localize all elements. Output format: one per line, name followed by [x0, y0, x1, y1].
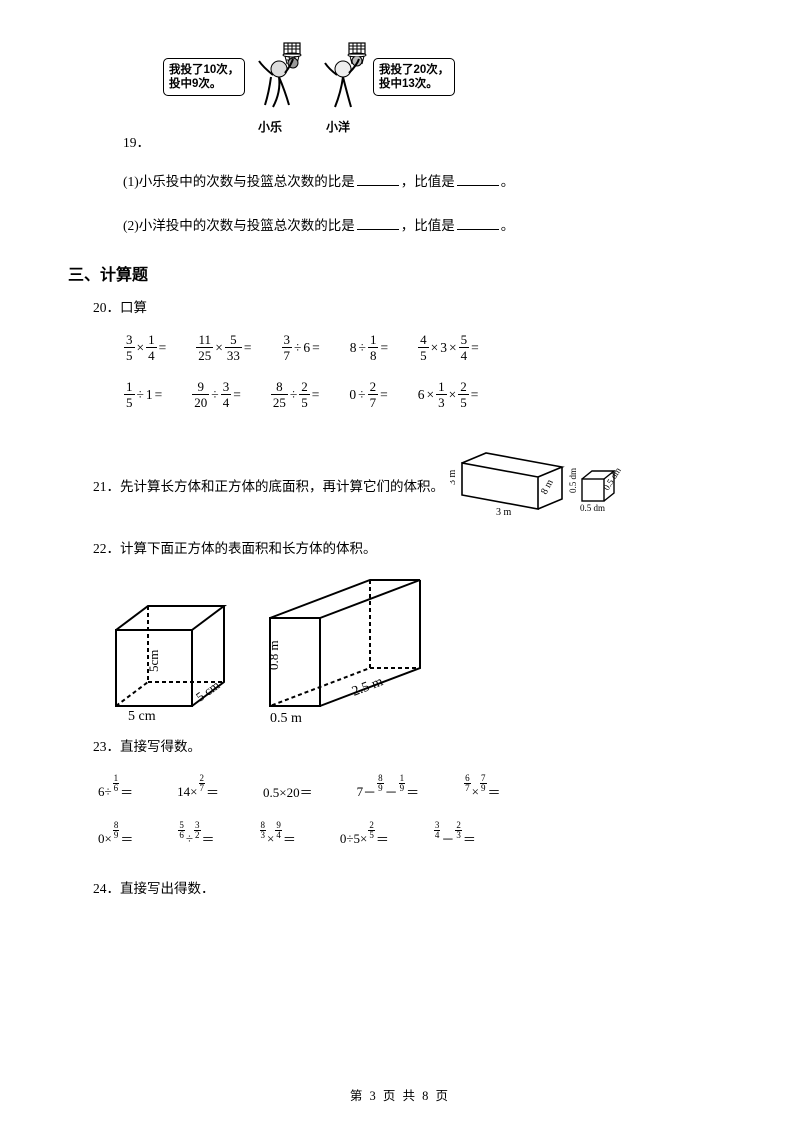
text: (1)小乐投中的次数与投篮总次数的比是 [123, 174, 355, 189]
equation: 37÷6= [281, 333, 321, 362]
blank [357, 169, 399, 186]
equation: 0×89＝ [98, 829, 133, 848]
q24: 24．直接写出得数． [93, 876, 732, 902]
cuboid-figure: 0.8 m 0.5 m 2.5 m [258, 574, 448, 724]
equation: 0÷5×25＝ [340, 829, 389, 848]
equation: 0.5×20＝ [263, 782, 313, 801]
q23-row2: 0×89＝ 56÷32＝ 83×94＝ 0÷5×25＝ 34－23＝ [98, 829, 732, 848]
svg-text:0.8 m: 0.8 m [266, 640, 281, 670]
page-footer: 第 3 页 共 8 页 [0, 1085, 800, 1104]
blank [457, 169, 499, 186]
child-1 [251, 57, 301, 117]
equation: 83×94＝ [259, 829, 296, 848]
equation: 1125×533= [195, 333, 252, 362]
equation: 920÷34= [191, 380, 242, 409]
page: 我投了10次，投中9次。 我投了20次，投中13次。 小乐 [0, 0, 800, 1132]
equation: 0÷27= [348, 380, 388, 409]
text: 直接写出得数． [120, 881, 215, 896]
speech-bubble-1: 我投了10次，投中9次。 [163, 58, 245, 96]
cube-figure: 5cm 5 cm 5 cm [98, 594, 238, 724]
qnum: 22． [93, 541, 120, 556]
speech-bubble-2: 我投了20次，投中13次。 [373, 58, 455, 96]
q20-row2: 15÷1= 920÷34= 825÷25= 0÷27= 6×13×25= [123, 380, 732, 409]
equation: 825÷25= [270, 380, 321, 409]
equation: 7－89－19＝ [357, 782, 420, 801]
blank [457, 213, 499, 230]
text: 直接写得数。 [120, 739, 201, 754]
text: 先计算长方体和正方体的底面积，再计算它们的体积。 [120, 474, 444, 500]
q22: 22．计算下面正方体的表面积和长方体的体积。 [93, 536, 732, 562]
equation: 67×79＝ [463, 782, 500, 801]
equation: 6÷16＝ [98, 782, 133, 801]
svg-text:2.5 m: 2.5 m [350, 674, 385, 699]
text: 计算下面正方体的表面积和长方体的体积。 [120, 541, 377, 556]
equation: 14×27＝ [177, 782, 219, 801]
q19-figure: 我投了10次，投中9次。 我投了20次，投中13次。 小乐 [163, 40, 473, 135]
text: ，比值是 [401, 218, 455, 233]
svg-text:8 m: 8 m [539, 478, 556, 497]
q19-sub2: (2)小洋投中的次数与投篮总次数的比是 ，比值是 。 [123, 213, 732, 239]
section-3-title: 三、计算题 [68, 261, 732, 285]
equation: 35×14= [123, 333, 167, 362]
q23: 23．直接写得数。 [93, 734, 732, 760]
q22-figures: 5cm 5 cm 5 cm 0.8 m 0.5 m 2.5 m [98, 574, 732, 724]
equation: 6×13×25= [417, 380, 480, 409]
q21: 21．先计算长方体和正方体的底面积，再计算它们的体积。 3 m 3 m 8 m … [93, 447, 732, 526]
q21-figure: 3 m 3 m 8 m 0.5 dm 0.5 dm 0.5 dm [450, 447, 625, 526]
text: 。 [501, 174, 515, 189]
qnum: 21． [93, 474, 120, 500]
child-2 [321, 57, 371, 117]
svg-text:0.5 dm: 0.5 dm [568, 468, 578, 493]
qnum: 23． [93, 739, 120, 754]
blank [357, 213, 399, 230]
child-1-label: 小乐 [258, 118, 282, 135]
equation: 56÷32＝ [177, 829, 214, 848]
svg-text:0.5 dm: 0.5 dm [580, 503, 605, 513]
q19-sub1: (1)小乐投中的次数与投篮总次数的比是 ，比值是 。 [123, 169, 732, 195]
equation: 15÷1= [123, 380, 163, 409]
qnum: 20． [93, 300, 120, 315]
q23-row1: 6÷16＝ 14×27＝ 0.5×20＝ 7－89－19＝ 67×79＝ [98, 782, 732, 801]
q20: 20．口算 [93, 295, 732, 321]
svg-text:3 m: 3 m [496, 507, 512, 517]
svg-text:0.5 m: 0.5 m [270, 711, 302, 724]
text: ，比值是 [401, 174, 455, 189]
text: (2)小洋投中的次数与投篮总次数的比是 [123, 218, 355, 233]
qnum: 24． [93, 881, 120, 896]
equation: 45×3×54= [417, 333, 480, 362]
child-2-label: 小洋 [326, 118, 350, 135]
q20-row1: 35×14= 1125×533= 37÷6= 8÷18= 45×3×54= [123, 333, 732, 362]
equation: 34－23＝ [433, 829, 476, 848]
svg-text:3 m: 3 m [450, 470, 458, 486]
svg-text:5cm: 5cm [146, 650, 161, 672]
text: 口算 [120, 300, 147, 315]
equation: 8÷18= [349, 333, 389, 362]
text: 。 [501, 218, 515, 233]
svg-text:5 cm: 5 cm [128, 709, 156, 724]
